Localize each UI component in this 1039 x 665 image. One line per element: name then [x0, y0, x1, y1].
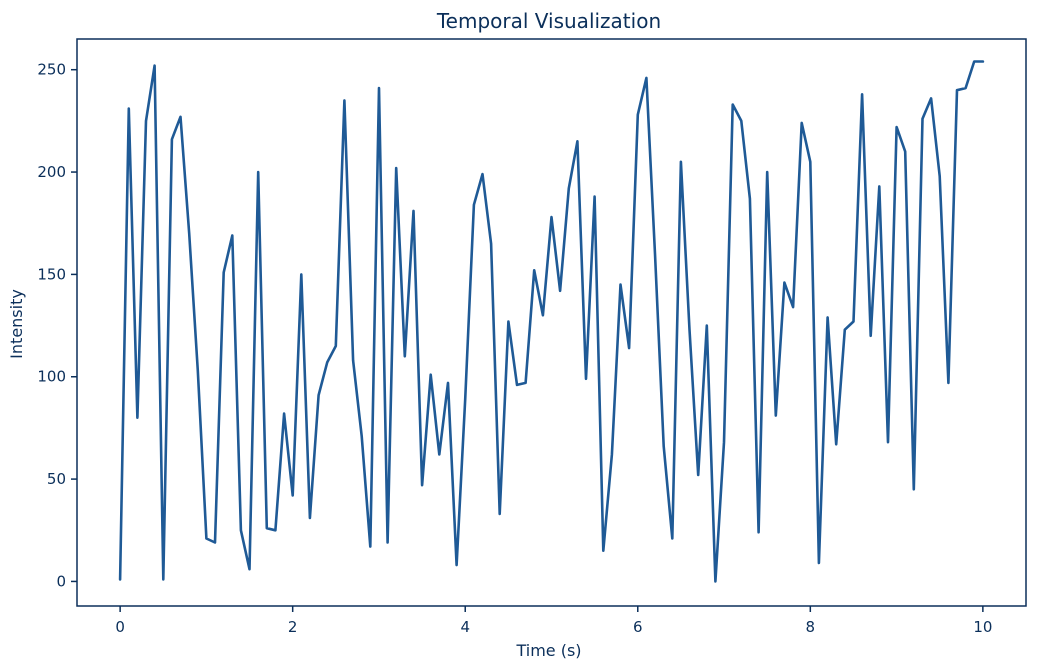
y-axis-label: Intensity	[7, 289, 26, 359]
x-tick-label: 0	[115, 618, 125, 636]
x-axis-label: Time (s)	[515, 641, 581, 660]
y-tick-label: 0	[56, 572, 66, 590]
x-tick-label: 10	[973, 618, 992, 636]
y-tick-label: 50	[47, 470, 66, 488]
chart-title: Temporal Visualization	[436, 9, 661, 33]
series-line	[118, 60, 985, 583]
y-tick-label: 200	[37, 163, 66, 181]
plot-frame	[76, 38, 1027, 607]
y-axis: 0 50 100 150 200 250	[37, 61, 77, 590]
x-tick-label: 6	[633, 618, 643, 636]
y-tick-label: 250	[37, 61, 66, 79]
x-tick-label: 2	[288, 618, 298, 636]
y-tick-label: 100	[37, 368, 66, 386]
x-tick-label: 4	[460, 618, 470, 636]
x-axis: 0 2 4 6 8 10	[115, 606, 992, 636]
x-tick-label: 8	[806, 618, 816, 636]
y-tick-label: 150	[37, 265, 66, 283]
